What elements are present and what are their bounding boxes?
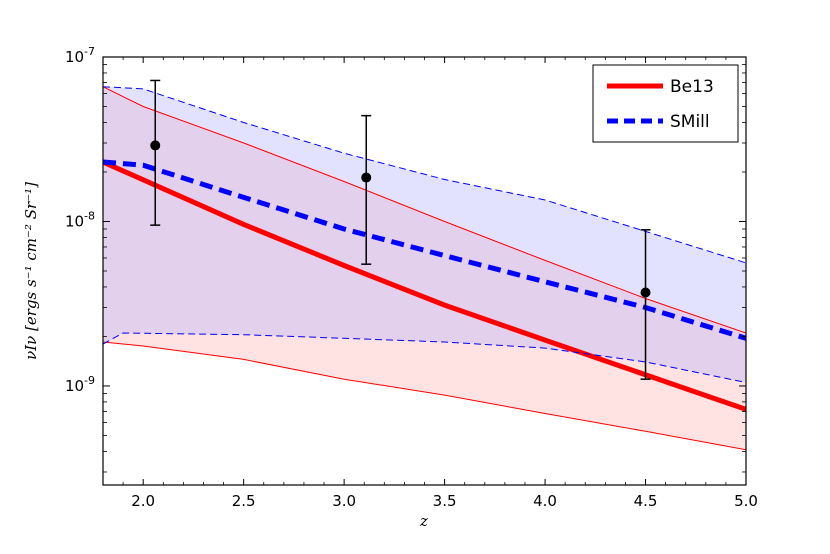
bands-layer xyxy=(103,86,746,450)
band-be13 xyxy=(103,86,746,450)
x-axis-label: z xyxy=(419,512,428,530)
legend-box xyxy=(592,64,739,143)
x-tick-label: 2.5 xyxy=(232,492,256,510)
smill-series-line xyxy=(103,159,746,341)
x-tick-label: 5.0 xyxy=(734,492,758,510)
x-tick-label: 3.5 xyxy=(433,492,457,510)
smill-band-upper-line xyxy=(103,86,746,264)
y-tick-label: 10-7 xyxy=(65,45,95,66)
smill-band-lower-line xyxy=(103,332,746,383)
be13-band-lower-line xyxy=(103,341,746,451)
x-tick-label: 2.0 xyxy=(131,492,155,510)
legend: Be13 SMill xyxy=(592,64,739,143)
points-layer xyxy=(150,79,651,380)
y-axis-label: νIν [ergs s⁻¹ cm⁻² Sr⁻¹] xyxy=(22,182,40,360)
ticks-layer: 2.0 2.5 3.0 3.5 4.0 4.5 5.0 10-9 10-8 10-7 xyxy=(65,45,758,510)
data-point-1 xyxy=(361,172,372,183)
band-smill xyxy=(103,86,746,383)
y-tick-label: 10-8 xyxy=(65,209,95,230)
legend-label-smill: SMill xyxy=(670,112,710,132)
legend-label-be13: Be13 xyxy=(670,77,714,97)
x-tick-label: 4.5 xyxy=(634,492,658,510)
data-point-2 xyxy=(640,287,651,298)
data-point-0 xyxy=(150,140,161,151)
y-tick-label: 10-9 xyxy=(65,374,95,395)
x-tick-label: 3.0 xyxy=(332,492,356,510)
x-tick-label: 4.0 xyxy=(533,492,557,510)
be13-band-upper-line xyxy=(103,86,746,334)
